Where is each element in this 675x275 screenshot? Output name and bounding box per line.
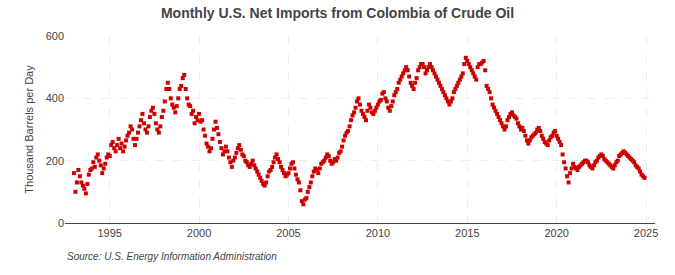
svg-text:2005: 2005 <box>276 227 300 239</box>
svg-text:200: 200 <box>46 155 64 167</box>
svg-text:Source: U.S. Energy Informatio: Source: U.S. Energy Information Administ… <box>67 251 277 262</box>
svg-text:2020: 2020 <box>544 227 568 239</box>
svg-text:2000: 2000 <box>187 227 211 239</box>
svg-text:2025: 2025 <box>634 227 658 239</box>
svg-text:Monthly U.S. Net Imports from: Monthly U.S. Net Imports from Colombia o… <box>161 5 514 21</box>
svg-text:1995: 1995 <box>97 227 121 239</box>
svg-text:600: 600 <box>46 30 64 42</box>
svg-text:Thousand Barrels per Day: Thousand Barrels per Day <box>23 65 35 194</box>
svg-text:0: 0 <box>58 217 64 229</box>
svg-text:400: 400 <box>46 92 64 104</box>
svg-text:2010: 2010 <box>366 227 390 239</box>
svg-text:2015: 2015 <box>455 227 479 239</box>
